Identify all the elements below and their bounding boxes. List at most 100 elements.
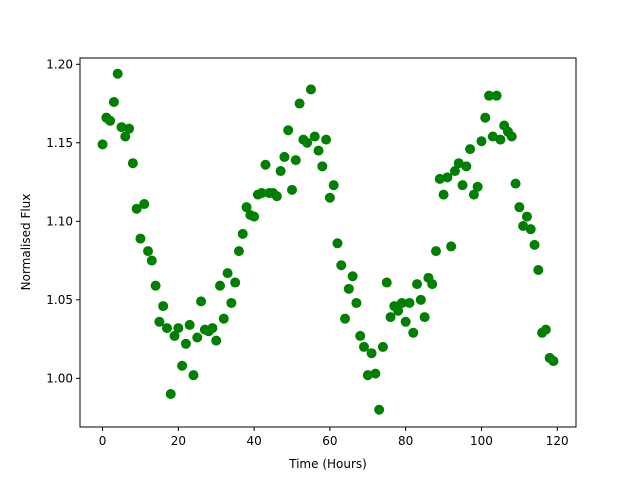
x-tick-label: 60 xyxy=(322,434,337,448)
data-point xyxy=(514,202,525,213)
data-point xyxy=(222,268,233,279)
data-point xyxy=(412,279,423,290)
data-point xyxy=(241,202,252,213)
data-point xyxy=(230,277,241,288)
data-point xyxy=(127,158,138,169)
data-point xyxy=(491,90,502,101)
data-point xyxy=(396,297,407,308)
data-point xyxy=(434,173,445,184)
data-point xyxy=(400,316,411,327)
data-point xyxy=(385,312,396,323)
data-point xyxy=(521,211,532,222)
data-point xyxy=(427,279,438,290)
data-point xyxy=(161,323,172,334)
data-point xyxy=(158,301,169,312)
data-point xyxy=(449,166,460,177)
data-point xyxy=(362,370,373,381)
x-tick-label: 40 xyxy=(246,434,261,448)
x-tick-label: 20 xyxy=(171,434,186,448)
data-point xyxy=(533,264,544,275)
data-point xyxy=(461,161,472,172)
data-point xyxy=(135,233,146,244)
data-point xyxy=(336,260,347,271)
data-point xyxy=(332,238,343,249)
x-axis-label: Time (Hours) xyxy=(288,457,367,471)
x-tick-label: 80 xyxy=(398,434,413,448)
data-point xyxy=(510,178,521,189)
data-point xyxy=(328,180,339,191)
data-point xyxy=(468,189,479,200)
data-point xyxy=(108,96,119,107)
data-point xyxy=(529,239,540,250)
data-point xyxy=(180,338,191,349)
data-point xyxy=(143,246,154,257)
data-point xyxy=(347,271,358,282)
data-point xyxy=(430,246,441,257)
data-point xyxy=(355,330,366,341)
data-point xyxy=(506,131,517,142)
data-point xyxy=(453,158,464,169)
x-tick-label: 0 xyxy=(99,434,107,448)
data-point xyxy=(279,151,290,162)
data-point xyxy=(480,112,491,123)
data-point xyxy=(393,305,404,316)
data-point xyxy=(340,313,351,324)
data-point xyxy=(165,389,176,400)
data-point xyxy=(366,348,377,359)
data-point xyxy=(321,134,332,145)
data-point xyxy=(374,404,385,415)
data-point xyxy=(446,241,457,252)
data-point xyxy=(476,136,487,147)
data-point xyxy=(256,188,267,199)
data-point xyxy=(309,131,320,142)
data-point xyxy=(540,324,551,335)
data-point xyxy=(120,131,131,142)
data-point xyxy=(139,199,150,210)
data-point xyxy=(358,341,369,352)
y-tick-label: 1.20 xyxy=(46,57,73,71)
data-point xyxy=(233,246,244,257)
data-point xyxy=(495,134,506,145)
data-point xyxy=(442,172,453,183)
data-point xyxy=(465,144,476,155)
data-point xyxy=(287,184,298,195)
data-point xyxy=(177,360,188,371)
data-point xyxy=(302,137,313,148)
data-point xyxy=(173,323,184,334)
data-point xyxy=(196,296,207,307)
data-point xyxy=(370,368,381,379)
data-point xyxy=(105,115,116,126)
data-point xyxy=(548,356,559,367)
data-point xyxy=(415,294,426,305)
data-point xyxy=(260,159,271,170)
data-point xyxy=(518,221,529,232)
data-point xyxy=(525,224,536,235)
data-point xyxy=(472,181,483,192)
data-point xyxy=(124,123,135,134)
data-point xyxy=(487,131,498,142)
plot-frame xyxy=(79,57,577,428)
data-point xyxy=(146,255,157,266)
data-point xyxy=(290,155,301,166)
data-point xyxy=(305,84,316,95)
data-point xyxy=(313,145,324,156)
data-point xyxy=(283,125,294,136)
data-point xyxy=(97,139,108,150)
data-point xyxy=(419,312,430,323)
data-point xyxy=(351,297,362,308)
data-point xyxy=(404,297,415,308)
data-point xyxy=(188,370,199,381)
data-point xyxy=(324,192,335,203)
data-point xyxy=(116,122,127,133)
x-tick-label: 100 xyxy=(470,434,493,448)
data-point xyxy=(131,203,142,214)
data-point xyxy=(484,90,495,101)
data-point xyxy=(112,68,123,79)
data-point xyxy=(211,335,222,346)
data-point xyxy=(408,327,419,338)
data-point xyxy=(317,161,328,172)
data-point xyxy=(226,297,237,308)
y-tick-label: 1.00 xyxy=(46,371,73,385)
y-tick-label: 1.15 xyxy=(46,136,73,150)
